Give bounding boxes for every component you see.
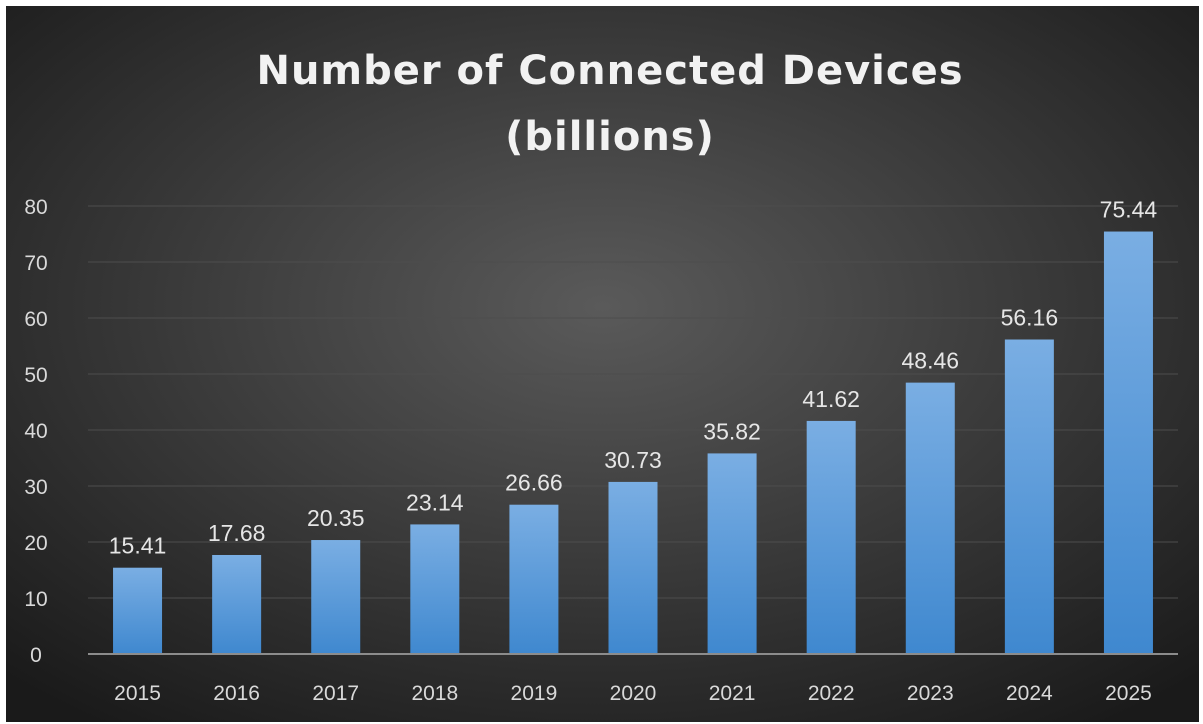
- bar-2016: [212, 554, 262, 654]
- x-tick-label-2020: 2020: [610, 682, 657, 705]
- bar-2017: [311, 540, 361, 654]
- data-label-2018: 23.14: [406, 489, 464, 515]
- bar-2019: [509, 504, 559, 654]
- x-tick-label-2022: 2022: [808, 682, 855, 705]
- x-tick-label-2023: 2023: [907, 682, 954, 705]
- data-label-2025: 75.44: [1100, 197, 1158, 223]
- bar-2021: [707, 453, 757, 654]
- data-label-2019: 26.66: [505, 470, 563, 496]
- bar-2015: [113, 567, 163, 654]
- chart-title-line2: (billions): [505, 114, 715, 160]
- y-tick-label: 80: [24, 196, 47, 219]
- y-tick-label: 50: [24, 364, 47, 387]
- data-label-2022: 41.62: [802, 386, 860, 412]
- y-tick-label: 10: [24, 588, 47, 611]
- y-tick-label: 60: [24, 308, 47, 331]
- y-tick-label: 30: [24, 476, 47, 499]
- bar-2018: [410, 524, 460, 654]
- data-label-2021: 35.82: [703, 418, 761, 444]
- x-tick-label-2025: 2025: [1105, 682, 1152, 705]
- data-label-2020: 30.73: [604, 447, 662, 473]
- data-labels: 15.41 17.68 20.35 23.14 26.66 30.73 35.82 41.62…: [109, 197, 1158, 559]
- data-label-2024: 56.16: [1001, 305, 1059, 331]
- x-tick-label-2017: 2017: [312, 682, 359, 705]
- bar-2023: [905, 382, 955, 654]
- data-label-2016: 17.68: [208, 520, 266, 546]
- x-tick-label-2024: 2024: [1006, 682, 1053, 705]
- data-label-2015: 15.41: [109, 533, 167, 559]
- chart-title-line1: Number of Connected Devices: [256, 48, 963, 94]
- y-tick-label: 20: [24, 532, 47, 555]
- data-label-2023: 48.46: [901, 348, 959, 374]
- data-label-2017: 20.35: [307, 505, 365, 531]
- y-tick-label: 0: [30, 644, 42, 667]
- bar-2024: [1004, 339, 1054, 654]
- x-tick-label-2019: 2019: [511, 682, 558, 705]
- chart-background: [6, 6, 1199, 722]
- bars: [113, 231, 1153, 654]
- y-tick-label: 40: [24, 420, 47, 443]
- bar-2022: [806, 420, 856, 654]
- y-tick-label: 70: [24, 252, 47, 275]
- bar-2020: [608, 481, 658, 654]
- x-tick-label-2015: 2015: [114, 682, 161, 705]
- x-tick-label-2021: 2021: [709, 682, 756, 705]
- x-axis-tick-labels: 2015 2016 2017 2018 2019 2020 2021 2022 2023 2024…: [114, 682, 1152, 705]
- y-axis-tick-labels: 0 10 20 30 40 50 60 70 80: [24, 196, 47, 667]
- x-tick-label-2018: 2018: [411, 682, 458, 705]
- bar-2025: [1103, 231, 1153, 654]
- x-tick-label-2016: 2016: [213, 682, 260, 705]
